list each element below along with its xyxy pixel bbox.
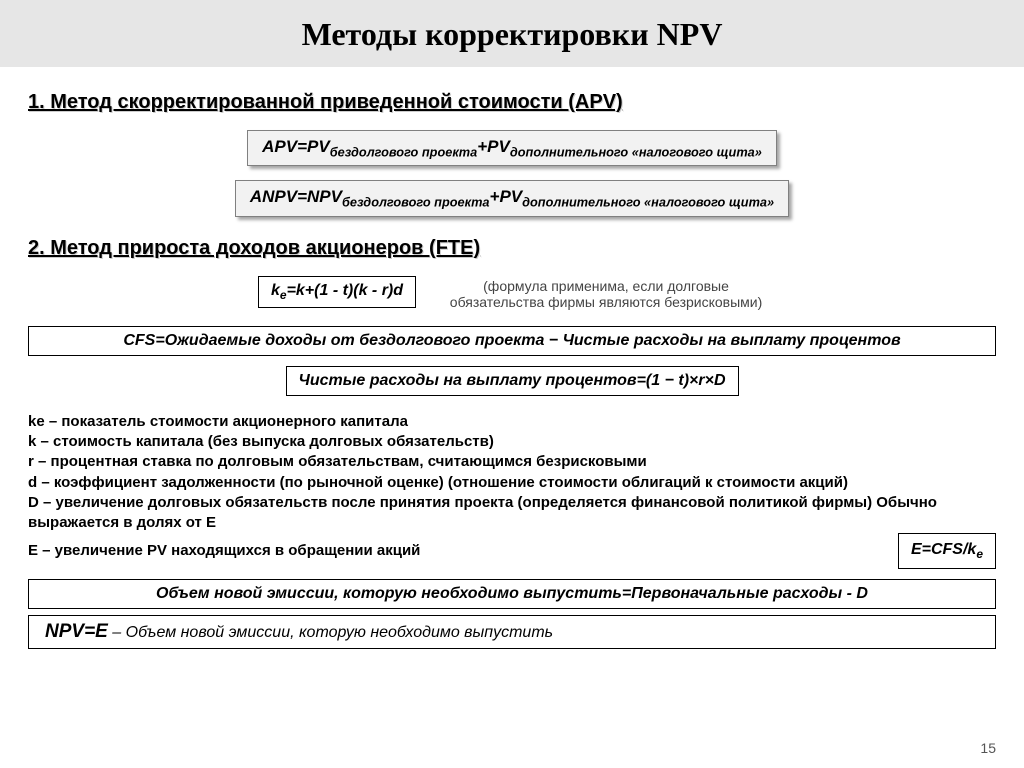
ke-pre: k	[271, 282, 280, 299]
definitions-block: ke – показатель стоимости акционерного к…	[28, 412, 996, 569]
page-number: 15	[980, 740, 996, 756]
anpv-sub2: дополнительного «налогового щита»	[522, 195, 774, 210]
E-pre: E=CFS/k	[911, 541, 976, 558]
apv-prefix: APV=PV	[262, 137, 330, 156]
npv-strong: NPV=E	[45, 621, 108, 642]
npv-formula-box: NPV=E – Объем новой эмиссии, которую нео…	[28, 615, 996, 649]
def-E-row: E – увеличение PV находящихся в обращени…	[28, 533, 996, 568]
ke-row: ke=k+(1 - t)(k - r)d (формула применима,…	[28, 272, 996, 316]
def-ke: ke – показатель стоимости акционерного к…	[28, 412, 996, 432]
interest-row: Чистые расходы на выплату процентов=(1 −…	[28, 362, 996, 404]
anpv-formula-row: ANPV=NPVбездолгового проекта+PVдополните…	[28, 176, 996, 226]
ke-formula-box: ke=k+(1 - t)(k - r)d	[258, 276, 416, 308]
npv-rest: – Объем новой эмиссии, которую необходим…	[108, 624, 553, 641]
apv-sub1: бездолгового проекта	[330, 144, 478, 159]
content-area: 1. Метод скорректированной приведенной с…	[0, 67, 1024, 649]
section-1-heading: 1. Метод скорректированной приведенной с…	[28, 91, 996, 114]
page-title: Методы корректировки NPV	[0, 16, 1024, 53]
E-sub: e	[976, 548, 983, 562]
apv-sub2: дополнительного «налогового щита»	[510, 144, 762, 159]
ke-note: (формула применима, если долговые обязат…	[446, 278, 766, 310]
emission-formula-box: Объем новой эмиссии, которую необходимо …	[28, 579, 996, 609]
cfs-formula-box: CFS=Ожидаемые доходы от бездолгового про…	[28, 326, 996, 356]
def-D: D – увеличение долговых обязательств пос…	[28, 493, 996, 534]
anpv-mid: +PV	[490, 187, 523, 206]
ke-sub: e	[280, 288, 287, 302]
def-k: k – стоимость капитала (без выпуска долг…	[28, 432, 996, 452]
apv-formula-box: APV=PVбездолгового проекта+PVдополнитель…	[247, 130, 777, 166]
apv-formula-row: APV=PVбездолгового проекта+PVдополнитель…	[28, 126, 996, 176]
anpv-prefix: ANPV=NPV	[250, 187, 342, 206]
ke-rest: =k+(1 - t)(k - r)d	[287, 282, 403, 299]
def-r: r – процентная ставка по долговым обязат…	[28, 452, 996, 472]
anpv-sub1: бездолгового проекта	[342, 195, 490, 210]
interest-formula-box: Чистые расходы на выплату процентов=(1 −…	[286, 366, 739, 396]
def-E: E – увеличение PV находящихся в обращени…	[28, 541, 420, 561]
def-d: d – коэффициент задолженности (по рыночн…	[28, 473, 996, 493]
title-bar: Методы корректировки NPV	[0, 0, 1024, 67]
E-formula-box: E=CFS/ke	[898, 533, 996, 568]
anpv-formula-box: ANPV=NPVбездолгового проекта+PVдополните…	[235, 180, 789, 216]
apv-mid: +PV	[477, 137, 510, 156]
section-2-heading: 2. Метод прироста доходов акционеров (FT…	[28, 237, 996, 260]
ke-formula-col: ke=k+(1 - t)(k - r)d	[258, 272, 416, 316]
